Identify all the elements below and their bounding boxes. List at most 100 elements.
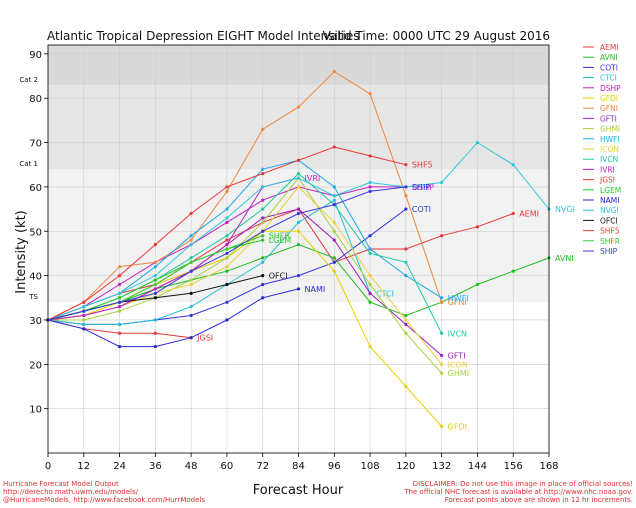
legend-entry: GFTI (600, 114, 617, 123)
x-tick-label: 60 (221, 461, 234, 472)
y-tick-label: 40 (29, 272, 42, 283)
x-tick-label: 72 (256, 461, 269, 472)
x-tick-label: 156 (504, 461, 523, 472)
series-jgsi: JGSI (46, 318, 213, 343)
data-point (153, 278, 157, 282)
footer-left-line: @HurricaneModels, http://www.facebook.co… (3, 496, 205, 504)
data-point (368, 251, 372, 256)
data-point (332, 194, 336, 198)
valid-time: Valid Time: 0000 UTC 29 August 2016 (323, 29, 550, 43)
data-point (153, 282, 157, 287)
data-point (117, 309, 122, 313)
data-point (296, 242, 301, 247)
data-point (296, 287, 301, 291)
chart-title: Atlantic Tropical Depression EIGHT Model… (47, 29, 360, 43)
legend-entry: JGSI (599, 176, 615, 185)
data-point (117, 274, 122, 278)
data-point (189, 336, 193, 340)
data-point (296, 172, 301, 176)
data-point (404, 322, 408, 326)
y-tick-label: 20 (29, 360, 42, 371)
data-point (225, 216, 229, 220)
data-point (189, 291, 193, 295)
data-point (189, 305, 193, 309)
data-point (296, 207, 301, 211)
data-point (225, 247, 229, 251)
data-point (440, 300, 444, 304)
data-point (117, 265, 122, 269)
x-tick-label: 24 (113, 461, 126, 472)
footer-right-line: The official NHC forecast is available a… (403, 488, 633, 496)
data-point (225, 185, 229, 189)
legend-entry: COTI (600, 63, 618, 72)
data-point (332, 256, 336, 260)
data-point (261, 172, 265, 176)
series-end-label: SHFR (269, 232, 291, 241)
series-end-label: AVNI (555, 254, 574, 263)
footer-right-line: Forecast points above are shown in 12 hr… (445, 496, 633, 504)
data-point (440, 353, 444, 358)
data-point (261, 207, 265, 211)
data-point (332, 145, 336, 149)
series-line-aemi (47, 208, 514, 321)
data-point (261, 282, 265, 287)
series-end-label: HWFI (448, 294, 469, 303)
data-point (404, 274, 408, 278)
data-point (404, 163, 408, 167)
data-point (225, 265, 229, 269)
legend-entry: GHMI (600, 125, 620, 134)
series-end-label: OFCI (269, 272, 288, 281)
legend-entry: HWFI (600, 135, 620, 144)
data-point (261, 296, 265, 300)
series-end-label: DSHP (412, 183, 434, 192)
y-tick-label: 80 (29, 94, 42, 105)
series-lines: AEMIAVNICOTICTCIDSHPGFDIGFNIGFTIGHMIHWFI… (46, 70, 575, 431)
data-point (332, 269, 336, 273)
data-point (153, 265, 157, 269)
data-point (117, 344, 122, 349)
data-point (117, 300, 122, 304)
legend-entry: GFNI (600, 104, 618, 113)
data-point (261, 127, 265, 131)
data-point (440, 234, 444, 238)
data-point (153, 296, 157, 300)
series-end-label: GFNI (448, 298, 467, 307)
data-point (82, 322, 86, 326)
x-tick-label: 96 (328, 461, 341, 472)
data-point (404, 247, 408, 251)
data-point (368, 92, 372, 96)
data-point (475, 140, 480, 145)
data-point (511, 163, 515, 167)
data-point (332, 203, 336, 207)
data-point (189, 242, 193, 247)
data-point (189, 211, 193, 216)
data-point (189, 238, 193, 242)
series-end-label: GFTI (448, 351, 466, 360)
data-point (82, 318, 86, 322)
y-tick-label: 30 (29, 316, 42, 327)
data-point (225, 189, 229, 193)
y-axis-label: Intensity (kt) (14, 210, 29, 293)
data-point (261, 216, 265, 220)
data-point (153, 287, 157, 291)
data-point (404, 384, 408, 389)
x-tick-label: 36 (149, 461, 162, 472)
data-point (153, 344, 157, 349)
data-point (475, 282, 480, 287)
data-point (225, 318, 229, 322)
data-point (225, 238, 229, 242)
x-tick-label: 108 (361, 461, 380, 472)
series-end-label: IVRI (305, 174, 321, 183)
data-point (261, 234, 265, 238)
data-point (404, 207, 408, 211)
data-point (296, 185, 301, 189)
legend-entry: SHF5 (600, 227, 620, 236)
series-ghmi: GHMI (46, 176, 469, 378)
data-point (440, 371, 444, 375)
data-point (440, 362, 444, 366)
series-ship: SHIP (46, 183, 430, 322)
data-point (225, 207, 229, 211)
series-line-ivri (47, 177, 299, 321)
data-point (368, 180, 372, 185)
